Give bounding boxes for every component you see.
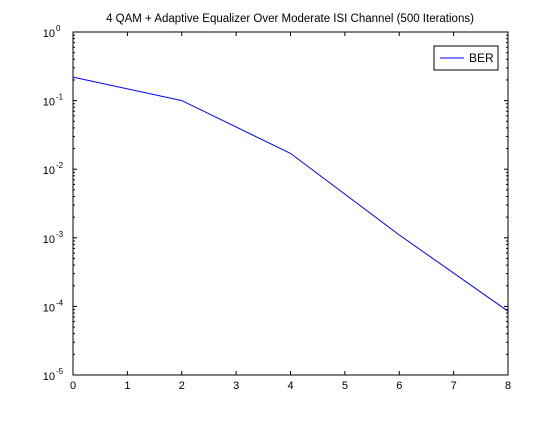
y-tick-label-base: 10 [43, 28, 55, 40]
x-tick-label: 3 [233, 380, 239, 392]
legend: BER [433, 45, 499, 71]
y-tick-label-base: 10 [43, 371, 55, 383]
y-tick-label-base: 10 [43, 234, 55, 246]
y-tick-label: 10 -2 [43, 161, 64, 177]
x-tick-label: 7 [451, 380, 457, 392]
y-tick-label-exponent: -5 [56, 367, 64, 376]
x-tick-label: 2 [179, 380, 185, 392]
x-tick-label: 8 [505, 380, 511, 392]
y-tick-label: 10 -4 [43, 298, 64, 314]
y-tick-label-exponent: -2 [56, 161, 64, 170]
y-tick-label-base: 10 [43, 97, 55, 109]
x-tick-label: 5 [342, 380, 348, 392]
plot-area [72, 31, 509, 376]
y-tick-label-exponent: -1 [56, 93, 64, 102]
y-tick-label-exponent: 0 [56, 24, 61, 33]
y-tick-label-exponent: -4 [56, 298, 64, 307]
y-tick-label-base: 10 [43, 165, 55, 177]
y-tick-label: 10 -1 [43, 93, 64, 109]
series-layer [72, 76, 509, 312]
legend-label: BER [469, 51, 494, 65]
x-tick-label: 0 [70, 380, 76, 392]
y-tick-label-exponent: -3 [56, 230, 64, 239]
x-tick-label: 4 [287, 380, 293, 392]
chart-title: 4 QAM + Adaptive Equalizer Over Moderate… [106, 13, 474, 25]
x-tick-label: 6 [396, 380, 402, 392]
y-tick-label: 10 -3 [43, 230, 64, 246]
series-line-ber [72, 76, 509, 312]
y-tick-label-base: 10 [43, 302, 55, 314]
y-tick-label: 10 0 [43, 24, 61, 40]
x-tick-labels: 0 1 2 3 4 5 6 7 8 [70, 380, 511, 392]
y-tick-label: 10 -5 [43, 367, 64, 383]
axis-ticks [72, 31, 509, 376]
x-tick-label: 1 [124, 380, 130, 392]
